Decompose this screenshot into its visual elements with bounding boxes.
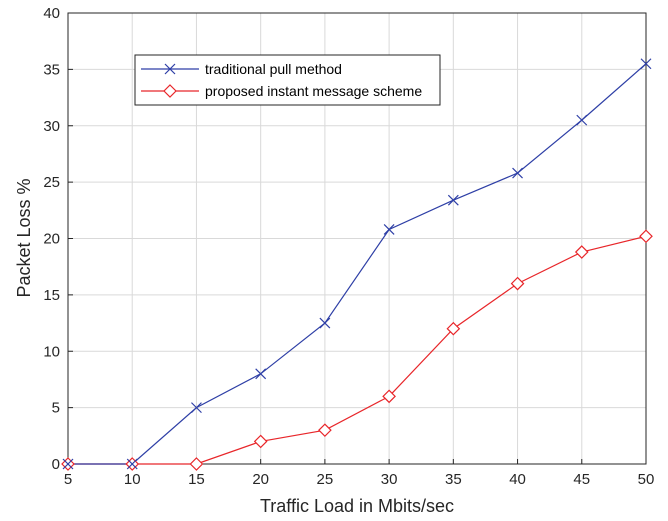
marker-stroke <box>383 224 395 235</box>
y-tick-label: 20 <box>43 231 60 248</box>
y-tick-label: 5 <box>52 400 60 417</box>
data-point-series-0 <box>126 458 138 470</box>
data-point-series-1 <box>318 423 332 438</box>
data-point-series-0 <box>512 167 523 179</box>
data-point-series-1 <box>446 321 461 336</box>
marker-stroke <box>191 402 202 414</box>
x-tick-label: 15 <box>188 471 205 488</box>
y-axis-label: Packet Loss % <box>14 178 34 297</box>
x-tick-label: 30 <box>381 471 398 488</box>
data-point-series-1 <box>382 389 396 404</box>
data-point-series-1 <box>253 434 268 449</box>
y-tick-label: 40 <box>43 5 60 22</box>
x-axis-label: Traffic Load in Mbits/sec <box>260 496 454 516</box>
x-tick-label: 35 <box>445 471 462 488</box>
data-point-series-0 <box>576 114 588 126</box>
legend: traditional pull method proposed instant … <box>134 54 441 106</box>
x-tick-label: 40 <box>509 471 526 488</box>
marker-stroke <box>640 58 652 70</box>
marker-stroke <box>126 458 138 470</box>
marker-stroke <box>319 317 331 329</box>
x-tick-label: 10 <box>124 471 141 488</box>
data-point-series-0 <box>640 58 652 70</box>
y-tick-label: 0 <box>52 456 60 473</box>
marker-stroke <box>447 194 459 206</box>
series-line-1 <box>68 235 647 465</box>
data-point-series-0 <box>191 402 202 414</box>
data-point-series-1 <box>639 229 653 244</box>
y-tick-label: 35 <box>43 61 60 78</box>
marker-stroke <box>576 114 588 126</box>
x-tick-label: 20 <box>252 471 269 488</box>
y-tick-label: 10 <box>43 343 60 360</box>
y-tick-label: 30 <box>43 118 60 135</box>
y-tick-label: 15 <box>43 287 60 304</box>
data-point-series-0 <box>383 224 395 235</box>
data-point-series-1 <box>574 245 589 259</box>
x-tick-label: 50 <box>638 471 655 488</box>
data-point-series-1 <box>189 457 204 471</box>
legend-label-1: proposed instant message scheme <box>205 83 422 99</box>
y-axis-ticks: 0 5 10 15 20 25 30 35 40 <box>43 5 73 473</box>
marker-stroke <box>512 167 523 179</box>
series-line-0 <box>68 63 647 465</box>
data-point-series-0 <box>255 368 267 380</box>
data-point-series-1 <box>510 276 525 291</box>
data-point-series-0 <box>319 317 331 329</box>
legend-label-0: traditional pull method <box>205 61 342 77</box>
legend-marker-1 <box>163 84 177 98</box>
series-layer <box>61 58 653 471</box>
data-point-series-0 <box>62 458 74 470</box>
marker-stroke <box>164 63 176 75</box>
marker-stroke <box>62 458 74 470</box>
x-axis-ticks: 5 10 15 20 25 30 35 40 45 50 <box>64 459 655 488</box>
x-tick-label: 25 <box>317 471 334 488</box>
data-point-series-0 <box>447 194 459 206</box>
x-tick-label: 45 <box>573 471 590 488</box>
x-tick-label: 5 <box>64 471 72 488</box>
y-tick-label: 25 <box>43 174 60 191</box>
legend-marker-0 <box>164 63 176 75</box>
legend-box <box>134 54 441 106</box>
marker-stroke <box>255 368 267 380</box>
